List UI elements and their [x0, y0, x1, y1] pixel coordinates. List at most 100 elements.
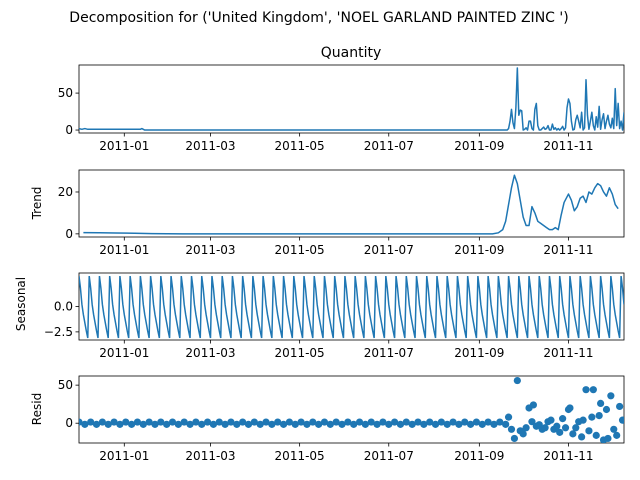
- resid-point: [449, 418, 457, 426]
- resid-point: [309, 418, 317, 426]
- resid-point: [350, 420, 358, 428]
- resid-point: [507, 425, 516, 433]
- resid-point: [192, 418, 200, 426]
- resid-point: [396, 420, 405, 428]
- resid-point: [373, 420, 381, 428]
- resid-point: [502, 420, 510, 428]
- seasonal-ytick-label: −2.5: [44, 325, 73, 339]
- trend-xtick-label: 2011-09: [454, 243, 504, 257]
- trend-xtick-label: 2011-03: [185, 243, 235, 257]
- resid-point: [355, 418, 364, 426]
- resid-point: [256, 420, 264, 428]
- resid-point: [209, 420, 218, 428]
- resid-point: [597, 399, 605, 408]
- resid-point: [455, 420, 463, 428]
- resid-point: [279, 420, 288, 428]
- resid-point: [519, 430, 527, 438]
- observed-panel: Quantity 2011-01 2011-03 2011-05 2011-07 201…: [58, 45, 625, 153]
- resid-point: [579, 416, 587, 424]
- resid-point: [244, 420, 253, 428]
- resid-point: [233, 420, 241, 428]
- trend-tick-labels: 2011-01 2011-03 2011-05 2011-07 2011-09 2011-…: [58, 185, 594, 257]
- resid-point: [582, 386, 590, 394]
- observed-xtick-label: 2011-03: [185, 139, 235, 153]
- trend-panel: Trend 2011-01 2011-03 2011-05 2011-07 2011-0…: [30, 169, 625, 257]
- resid-point: [391, 418, 399, 426]
- resid-point: [604, 434, 612, 443]
- resid-point: [326, 420, 334, 428]
- resid-point: [338, 420, 346, 428]
- resid-point: [151, 420, 159, 428]
- resid-point: [610, 425, 618, 433]
- resid-point: [602, 405, 611, 414]
- resid-point: [443, 420, 451, 428]
- resid-point: [484, 418, 492, 426]
- resid-point: [461, 418, 469, 426]
- figure-title: Decomposition for ('United Kingdom', 'NO…: [69, 10, 568, 26]
- resid-point: [595, 411, 603, 420]
- resid-point: [174, 420, 182, 428]
- resid-point: [553, 422, 561, 430]
- resid-point: [559, 415, 567, 423]
- resid-point: [128, 420, 136, 428]
- resid-point: [420, 420, 428, 428]
- resid-point: [547, 416, 555, 424]
- observed-xtick-label: 2011-01: [99, 139, 149, 153]
- resid-point: [344, 418, 352, 426]
- resid-point: [585, 427, 593, 435]
- resid-ytick-label: 50: [58, 378, 73, 392]
- trend-axes: [75, 169, 625, 241]
- observed-xtick-label: 2011-07: [364, 139, 414, 153]
- resid-point: [556, 428, 564, 436]
- seasonal-xtick-label: 2011-01: [99, 346, 149, 360]
- resid-point: [163, 420, 171, 428]
- resid-point: [541, 424, 549, 432]
- observed-axes: [75, 64, 625, 137]
- resid-point: [478, 420, 486, 428]
- resid-point: [133, 418, 142, 426]
- resid-point: [437, 418, 445, 426]
- resid-point: [227, 418, 235, 426]
- trend-xtick-label: 2011-07: [364, 243, 414, 257]
- resid-point: [496, 418, 504, 426]
- resid-point: [472, 418, 481, 426]
- resid-point: [268, 420, 276, 428]
- observed-xtick-label: 2011-09: [454, 139, 504, 153]
- resid-point: [408, 420, 416, 428]
- resid-xtick-label: 2011-01: [99, 449, 149, 463]
- resid-xtick-label: 2011-11: [543, 449, 593, 463]
- resid-point: [203, 418, 212, 426]
- resid-point: [262, 418, 270, 426]
- resid-xtick-label: 2011-05: [275, 449, 325, 463]
- resid-point: [139, 420, 147, 428]
- resid-point: [578, 433, 586, 441]
- resid-xtick-label: 2011-03: [185, 449, 235, 463]
- resid-point: [81, 420, 89, 428]
- seasonal-xtick-label: 2011-11: [543, 346, 593, 360]
- resid-point: [490, 420, 498, 428]
- observed-series-line: [79, 67, 624, 131]
- resid-point: [104, 420, 112, 428]
- trend-frame: [78, 169, 625, 238]
- resid-point: [285, 418, 293, 426]
- resid-point: [168, 418, 177, 426]
- observed-xtick-label: 2011-05: [275, 139, 325, 153]
- resid-point: [561, 424, 570, 432]
- resid-point: [361, 420, 369, 428]
- resid-point: [569, 430, 577, 438]
- trend-marks: [83, 174, 619, 235]
- resid-point: [87, 418, 95, 426]
- resid-point: [566, 404, 574, 412]
- seasonal-ytick-label: 0.0: [54, 300, 73, 314]
- resid-point: [613, 431, 621, 439]
- observed-xtick-label: 2011-11: [543, 139, 593, 153]
- resid-point: [618, 416, 624, 424]
- resid-point: [332, 418, 340, 426]
- resid-point: [92, 420, 101, 428]
- seasonal-tick-labels: 2011-01 2011-03 2011-05 2011-07 2011-09 2011-…: [44, 300, 594, 361]
- resid-point: [589, 386, 597, 394]
- resid-axes: [75, 375, 625, 447]
- trend-series-line: [83, 174, 619, 235]
- resid-point: [522, 424, 530, 432]
- seasonal-axes: [75, 272, 625, 344]
